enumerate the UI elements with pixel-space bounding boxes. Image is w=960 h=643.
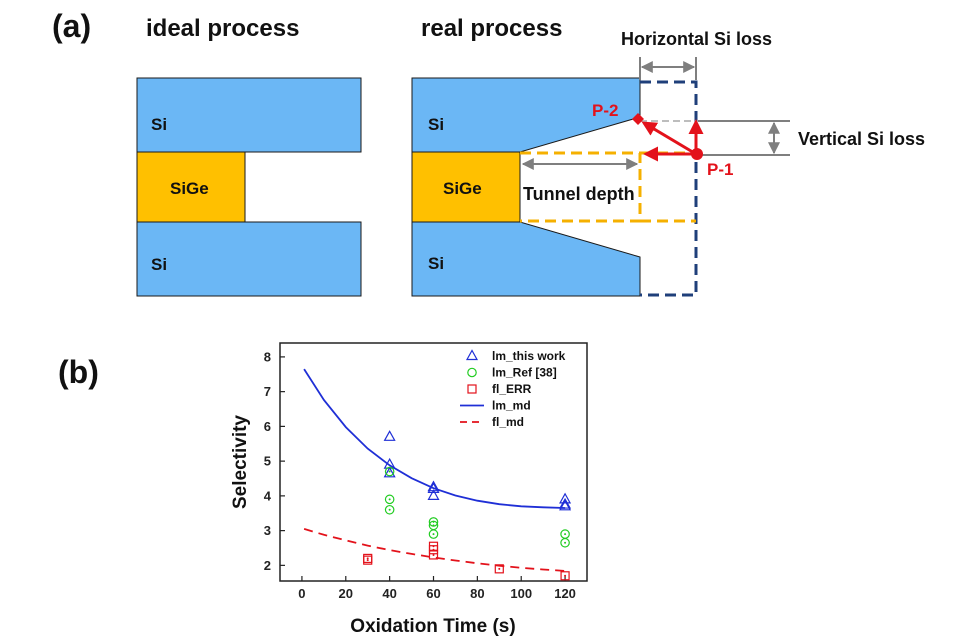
data-point-lm-ref-38-: [428, 529, 439, 539]
ideal-si-top-label: Si: [151, 115, 167, 134]
data-point-lm-ref-38-: [384, 504, 395, 515]
y-tick-label: 3: [264, 523, 271, 538]
y-tick-label: 4: [264, 488, 272, 503]
data-point-lm-ref-38-: [384, 466, 395, 477]
tunnel-outline-dashed: [520, 151, 642, 223]
real-si-top-layer: [411, 77, 641, 153]
y-tick-label: 6: [264, 419, 271, 434]
data-point-lm-ref-38-: [384, 494, 395, 505]
data-point-fl-err: [494, 564, 504, 574]
series-line-lm-md: [303, 368, 566, 509]
x-tick-label: 20: [339, 586, 353, 601]
data-point-lm-this-work: [427, 489, 440, 500]
tunnel-depth-label: Tunnel depth: [523, 184, 635, 204]
data-point-lm-ref-38--dot: [564, 541, 567, 544]
real-process-diagram: real process Si SiGe Si Horizontal Si lo…: [411, 15, 925, 297]
data-point-fl-err: [363, 555, 373, 565]
real-sige-label: SiGe: [443, 179, 482, 198]
data-point-fl-err: [428, 545, 439, 555]
legend-entry-lm-this-work-swatch: [465, 349, 479, 361]
horizontal-loss-label: Horizontal Si loss: [621, 29, 772, 49]
y-tick-label: 8: [264, 349, 271, 364]
ideal-sige-layer: [136, 151, 246, 223]
y-tick-label: 7: [264, 384, 271, 399]
data-point-fl-err-dot: [498, 567, 501, 570]
data-point-lm-ref-38--dot: [388, 470, 391, 473]
y-tick-label: 5: [264, 454, 271, 469]
real-process-title: real process: [421, 15, 562, 42]
real-si-top-label: Si: [428, 115, 444, 134]
p1-point: [691, 148, 703, 160]
data-point-fl-err: [560, 571, 570, 581]
data-point-fl-err-dot: [432, 553, 435, 556]
x-tick-label: 60: [426, 586, 440, 601]
y-axis-title: Selectivity: [230, 415, 251, 509]
x-tick-label: 0: [298, 586, 305, 601]
p1-to-p2-vector: [641, 121, 697, 156]
real-si-bottom-label: Si: [428, 254, 444, 273]
ideal-si-bottom-label: Si: [151, 255, 167, 274]
legend-entry-lm-ref-38--label: lm_Ref [38]: [492, 366, 557, 380]
ideal-sige-label: SiGe: [170, 179, 209, 198]
ideal-si-bottom-layer: [136, 221, 362, 297]
real-si-bottom-layer: [411, 221, 641, 297]
legend-entry-lm-ref-38--swatch: [467, 367, 477, 378]
legend-entry-lm-this-work-label: lm_this work: [492, 349, 566, 363]
x-tick-label: 100: [510, 586, 532, 601]
ideal-process-diagram: ideal process Si SiGe Si: [136, 15, 362, 297]
ideal-si-top-layer: [136, 77, 362, 153]
data-point-fl-err-dot: [432, 548, 435, 551]
data-point-lm-this-work: [383, 430, 396, 441]
p1-label: P-1: [707, 160, 733, 179]
data-point-fl-err-dot: [366, 557, 369, 560]
data-point-lm-this-work: [559, 492, 572, 504]
legend-entry-fl-md-label: fl_md: [492, 415, 524, 429]
model-curves: [303, 368, 566, 572]
panel-a: (a) ideal process Si SiGe Si real proces…: [52, 8, 925, 297]
data-point-fl-err-dot: [366, 559, 369, 562]
p2-point: [632, 113, 644, 125]
x-tick-label: 80: [470, 586, 484, 601]
data-point-lm-this-work: [559, 497, 572, 509]
vertical-loss-label: Vertical Si loss: [798, 129, 925, 149]
legend-entry-fl-err-label: fl_ERR: [492, 382, 532, 396]
x-tick-label: 40: [382, 586, 396, 601]
data-point-lm-ref-38--dot: [432, 533, 435, 536]
data-point-lm-ref-38--dot: [388, 508, 391, 511]
data-point-lm-this-work: [559, 499, 572, 511]
legend-entry-lm-md-label: lm_md: [492, 399, 531, 413]
data-point-fl-err: [428, 550, 439, 560]
data-point-lm-ref-38--dot: [432, 524, 435, 527]
x-axis-title: Oxidation Time (s): [350, 616, 515, 637]
p2-label: P-2: [592, 101, 618, 120]
data-point-lm-ref-38--dot: [388, 498, 391, 501]
data-point-lm-ref-38--dot: [564, 533, 567, 536]
selectivity-chart: 0 20 40 60 80 100 120 2 3 4 5 6 7 8 lm_this work lm_Re…: [230, 342, 588, 637]
y-tick-label: 2: [264, 558, 271, 573]
ideal-process-title: ideal process: [146, 15, 299, 42]
ideal-outline-dashed: [640, 80, 698, 297]
chart-legend: lm_this work lm_Ref [38] fl_ERR lm_md fl_md: [460, 349, 566, 429]
panel-a-label: (a): [52, 8, 91, 44]
data-point-lm-this-work: [427, 482, 440, 494]
data-markers: [363, 430, 572, 581]
axis-ticks: 0 20 40 60 80 100 120 2 3 4 5 6 7 8: [264, 349, 576, 601]
panel-b-label: (b): [58, 354, 99, 390]
legend-entry-fl-err-swatch: [467, 384, 477, 394]
x-tick-label: 120: [554, 586, 576, 601]
data-point-lm-this-work: [383, 466, 396, 478]
data-point-fl-err-dot: [564, 574, 567, 577]
data-point-lm-ref-38-: [560, 537, 570, 548]
